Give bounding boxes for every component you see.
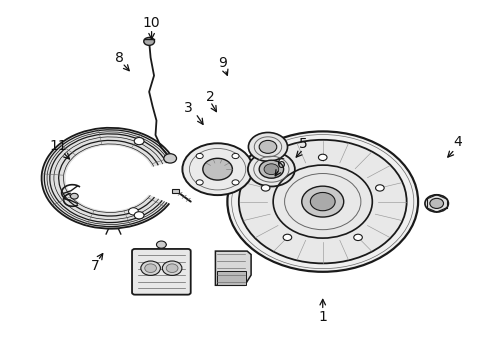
- Circle shape: [156, 241, 166, 248]
- Text: 3: 3: [183, 101, 192, 115]
- Circle shape: [70, 193, 78, 199]
- Circle shape: [143, 37, 154, 45]
- Circle shape: [310, 193, 334, 211]
- Circle shape: [259, 140, 276, 153]
- Circle shape: [182, 143, 252, 195]
- Polygon shape: [215, 251, 251, 285]
- Circle shape: [196, 180, 203, 185]
- Circle shape: [203, 158, 232, 180]
- Text: 5: 5: [298, 137, 307, 151]
- Circle shape: [318, 154, 326, 161]
- Circle shape: [144, 264, 156, 273]
- Circle shape: [259, 160, 283, 178]
- Circle shape: [231, 180, 239, 185]
- Circle shape: [231, 153, 239, 159]
- Text: 8: 8: [115, 51, 124, 64]
- Circle shape: [166, 264, 178, 273]
- Text: 4: 4: [452, 135, 461, 149]
- Circle shape: [134, 138, 143, 145]
- Bar: [135, 265, 143, 279]
- Bar: [172, 189, 179, 193]
- Circle shape: [353, 234, 362, 240]
- Circle shape: [141, 261, 160, 275]
- Circle shape: [134, 212, 143, 219]
- Wedge shape: [41, 128, 174, 229]
- Polygon shape: [217, 271, 245, 285]
- Text: 2: 2: [205, 90, 214, 104]
- Circle shape: [238, 140, 406, 264]
- Circle shape: [424, 195, 447, 212]
- Bar: [180, 265, 188, 279]
- Text: 10: 10: [142, 17, 160, 30]
- Circle shape: [429, 198, 443, 208]
- Circle shape: [163, 154, 176, 163]
- Circle shape: [196, 153, 203, 159]
- FancyBboxPatch shape: [132, 249, 190, 294]
- Circle shape: [301, 186, 343, 217]
- Circle shape: [227, 131, 417, 272]
- Text: 11: 11: [50, 139, 67, 153]
- Circle shape: [375, 185, 384, 191]
- Text: 9: 9: [218, 56, 226, 70]
- Circle shape: [283, 234, 291, 240]
- Text: 7: 7: [91, 260, 100, 273]
- Circle shape: [248, 132, 287, 161]
- Circle shape: [162, 261, 182, 275]
- Text: 1: 1: [318, 310, 326, 324]
- Circle shape: [128, 208, 138, 215]
- Circle shape: [264, 164, 278, 175]
- Text: 6: 6: [276, 157, 285, 171]
- Circle shape: [261, 185, 269, 191]
- Circle shape: [247, 152, 294, 186]
